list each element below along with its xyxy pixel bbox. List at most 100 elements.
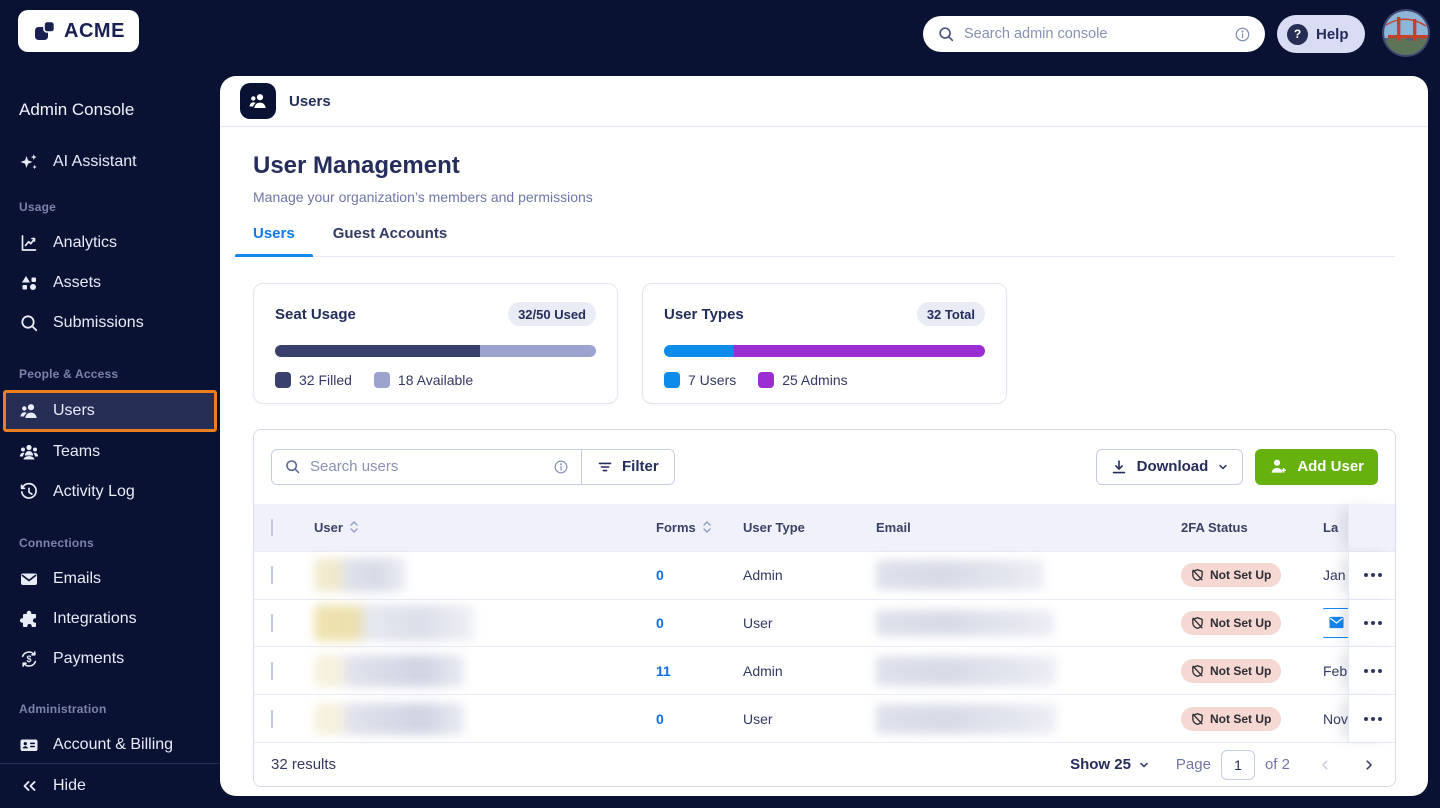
user-types-bar xyxy=(664,345,985,357)
search-icon xyxy=(284,458,301,475)
download-label: Download xyxy=(1137,458,1209,475)
column-user-type: User Type xyxy=(743,520,876,535)
breadcrumb: Users xyxy=(220,76,1428,127)
envelope-icon xyxy=(19,569,39,589)
column-forms[interactable]: Forms xyxy=(656,520,743,535)
redacted-email xyxy=(876,610,1054,636)
legend-admins-swatch xyxy=(758,372,774,388)
section-label-people-access: People & Access xyxy=(0,367,220,381)
chevron-down-icon xyxy=(1217,461,1229,473)
analytics-icon xyxy=(19,233,39,253)
sidebar-item-ai-assistant[interactable]: AI Assistant xyxy=(0,142,220,182)
sidebar-item-activity-log[interactable]: Activity Log xyxy=(0,472,220,512)
table-header: User Forms User Type Email 2FA Status La xyxy=(254,504,1395,551)
svg-text:$: $ xyxy=(26,654,31,664)
sidebar-item-label: Account & Billing xyxy=(53,736,173,754)
users-table-card: Filter Download xyxy=(253,429,1396,787)
sidebar-item-integrations[interactable]: Integrations xyxy=(0,599,220,639)
legend-filled-label: 32 Filled xyxy=(299,372,352,388)
legend-admins-label: 25 Admins xyxy=(782,372,847,388)
section-label-connections: Connections xyxy=(0,536,220,550)
chevron-right-icon xyxy=(1362,758,1376,772)
show-per-page-select[interactable]: Show 25 xyxy=(1070,756,1150,773)
resend-invite-button[interactable] xyxy=(1323,608,1348,638)
forms-count-link[interactable]: 0 xyxy=(656,711,664,727)
user-plus-icon xyxy=(1269,457,1288,476)
row-actions-button[interactable] xyxy=(1348,647,1396,694)
hide-label: Hide xyxy=(53,777,86,795)
table-row: 0 User Not Set Up Nov xyxy=(254,694,1395,742)
clock-history-icon xyxy=(19,482,39,502)
add-user-button[interactable]: Add User xyxy=(1255,449,1378,485)
redacted-email xyxy=(876,704,1056,734)
shield-slash-icon xyxy=(1191,616,1204,630)
sidebar-item-assets[interactable]: Assets xyxy=(0,263,220,303)
seat-usage-bar-available xyxy=(480,345,596,357)
sidebar-hide-button[interactable]: Hide xyxy=(0,763,220,808)
teams-icon xyxy=(19,442,39,462)
sort-icon xyxy=(348,520,360,534)
magnifier-icon xyxy=(19,313,39,333)
admin-search-input[interactable] xyxy=(964,26,1225,42)
legend-available-label: 18 Available xyxy=(398,372,473,388)
page-number-input[interactable] xyxy=(1221,750,1255,780)
sidebar-item-users[interactable]: Users xyxy=(3,390,217,432)
sidebar-item-teams[interactable]: Teams xyxy=(0,432,220,472)
ellipsis-icon xyxy=(1364,621,1382,625)
sidebar-item-analytics[interactable]: Analytics xyxy=(0,223,220,263)
shield-slash-icon xyxy=(1191,568,1204,582)
main-panel: Users User Management Manage your organi… xyxy=(220,76,1428,796)
next-page-button[interactable] xyxy=(1360,756,1378,774)
user-types-bar-users xyxy=(664,345,734,357)
brand-logo-icon xyxy=(32,18,58,44)
grid-icon xyxy=(19,273,39,293)
envelope-icon xyxy=(1329,616,1344,629)
filter-label: Filter xyxy=(622,458,659,475)
redacted-email xyxy=(876,560,1044,590)
row-actions-button[interactable] xyxy=(1348,600,1396,647)
redacted-user-name xyxy=(314,655,464,687)
sidebar-item-label: Activity Log xyxy=(53,483,135,501)
sidebar-item-emails[interactable]: Emails xyxy=(0,559,220,599)
2fa-status-badge: Not Set Up xyxy=(1181,611,1281,635)
legend-available-swatch xyxy=(374,372,390,388)
redacted-email xyxy=(876,656,1056,686)
table-row: 11 Admin Not Set Up Feb xyxy=(254,646,1395,694)
user-search[interactable] xyxy=(272,458,581,475)
shield-slash-icon xyxy=(1191,664,1204,678)
sidebar-item-payments[interactable]: $ Payments xyxy=(0,639,220,679)
sidebar-item-admin-console[interactable]: Admin Console xyxy=(0,90,220,130)
download-button[interactable]: Download xyxy=(1096,449,1244,485)
row-checkbox[interactable] xyxy=(271,710,273,728)
redacted-user-name xyxy=(314,605,474,641)
tab-guest-accounts[interactable]: Guest Accounts xyxy=(333,225,447,256)
row-actions-button[interactable] xyxy=(1348,695,1396,742)
column-user[interactable]: User xyxy=(314,520,656,535)
sidebar-item-account-billing[interactable]: Account & Billing xyxy=(0,725,220,765)
admin-search[interactable] xyxy=(923,16,1265,52)
row-checkbox[interactable] xyxy=(271,566,273,584)
forms-count-link[interactable]: 0 xyxy=(656,567,664,583)
info-icon xyxy=(553,459,569,475)
table-footer: 32 results Show 25 Page of 2 xyxy=(254,742,1395,786)
sidebar-item-submissions[interactable]: Submissions xyxy=(0,303,220,343)
help-button[interactable]: ? Help xyxy=(1277,15,1365,53)
row-checkbox[interactable] xyxy=(271,662,273,680)
sidebar-item-label: Analytics xyxy=(53,234,117,252)
breadcrumb-label: Users xyxy=(289,93,331,110)
forms-count-link[interactable]: 0 xyxy=(656,615,664,631)
previous-page-button[interactable] xyxy=(1316,756,1334,774)
filter-button[interactable]: Filter xyxy=(582,450,674,484)
help-label: Help xyxy=(1316,26,1349,43)
forms-count-link[interactable]: 11 xyxy=(656,663,671,679)
user-search-input[interactable] xyxy=(310,458,544,475)
row-checkbox[interactable] xyxy=(271,614,273,632)
row-actions-button[interactable] xyxy=(1348,552,1396,599)
brand-logo[interactable]: ACME xyxy=(18,10,139,52)
topbar: ACME ? Help xyxy=(0,0,1440,76)
sparkles-icon xyxy=(19,152,39,172)
tab-users[interactable]: Users xyxy=(253,225,295,256)
avatar[interactable] xyxy=(1384,11,1428,55)
select-all-checkbox[interactable] xyxy=(271,519,273,536)
page-label: Page xyxy=(1176,756,1211,773)
